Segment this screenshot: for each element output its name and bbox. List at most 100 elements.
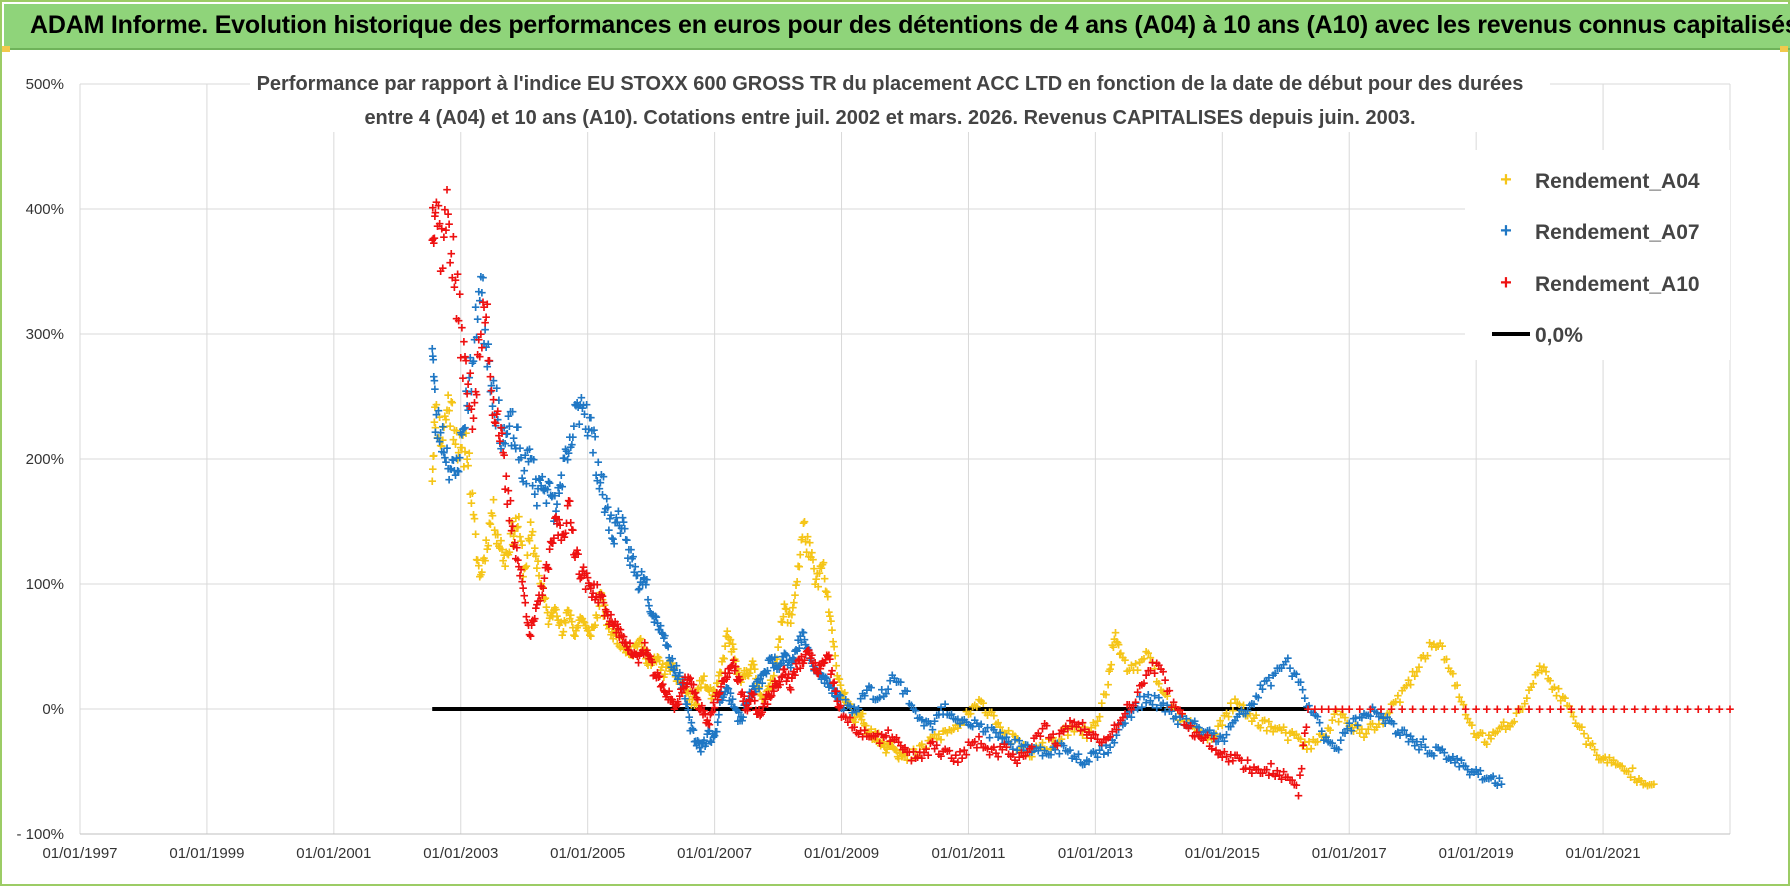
data-point-a07: + [1465,766,1474,783]
data-point-a10: + [819,655,828,672]
data-point-a04: + [949,721,958,738]
data-point-a04: + [679,676,688,693]
data-point-a10: + [724,660,733,677]
data-point-a10: + [510,534,519,551]
data-point-a07: + [703,726,712,743]
data-point-a04: + [1119,649,1128,666]
data-point-a10: + [633,648,642,665]
data-point-a10: + [690,685,699,702]
data-point-a04: + [696,679,705,696]
data-point-a04: + [1248,713,1257,730]
data-point-a04: + [559,623,568,640]
data-point-a07: + [1085,753,1094,770]
data-point-a04: + [1292,726,1301,743]
data-point-a07: + [1078,756,1087,773]
data-point-a07: + [863,682,872,699]
data-point-a04: + [621,645,630,662]
data-point-a07: + [899,685,908,702]
data-point-a04: + [694,680,703,697]
data-point-a10: + [1567,701,1576,718]
data-point-a07: + [1199,723,1208,740]
data-point-a10: + [1302,719,1311,736]
data-point-a04: + [1159,684,1168,701]
data-point-a07: + [1391,726,1400,743]
data-point-a07: + [945,707,954,724]
data-point-a07: + [689,722,698,739]
data-point-a04: + [801,534,810,551]
data-point-a07: + [877,681,886,698]
data-point-a04: + [701,679,710,696]
data-point-a10: + [647,651,656,668]
data-point-a07: + [1000,735,1009,752]
data-point-a07: + [755,680,764,697]
data-point-a07: + [710,727,719,744]
data-point-a07: + [625,541,634,558]
data-point-a04: + [461,444,470,461]
data-point-a10: + [671,698,680,715]
data-point-a04: + [558,627,567,644]
data-point-a10: + [441,202,450,219]
data-point-a04: + [713,675,722,692]
data-point-a10: + [635,647,644,664]
data-point-a04: + [543,604,552,621]
data-point-a04: + [1510,714,1519,731]
data-point-a04: + [645,651,654,668]
data-point-a07: + [473,311,482,328]
data-point-a10: + [726,659,735,676]
data-point-a10: + [621,634,630,651]
data-point-a07: + [615,518,624,535]
data-point-a04: + [562,604,571,621]
data-point-a07: + [438,419,447,436]
data-point-a07: + [775,661,784,678]
data-point-a10: + [515,558,524,575]
data-point-a10: + [658,676,667,693]
data-point-a04: + [630,638,639,655]
data-point-a04: + [794,558,803,575]
data-point-a07: + [1119,716,1128,733]
data-point-a10: + [519,580,528,597]
data-point-a07: + [572,398,581,415]
data-point-a07: + [1493,777,1502,794]
data-point-a04: + [779,608,788,625]
data-point-a10: + [1704,701,1713,718]
data-point-a04: + [1298,738,1307,755]
data-point-a04: + [811,576,820,593]
data-point-a04: + [1144,645,1153,662]
data-point-a07: + [1133,700,1142,717]
data-point-a10: + [592,588,601,605]
data-point-a10: + [812,663,821,680]
data-point-a04: + [943,725,952,742]
data-point-a04: + [1076,723,1085,740]
data-point-a04: + [702,680,711,697]
data-point-a10: + [785,679,794,696]
data-point-a07: + [579,397,588,414]
data-point-a10: + [693,692,702,709]
data-point-a07: + [1440,745,1449,762]
y-tick-label: 200% [26,451,64,468]
data-point-a07: + [1300,690,1309,707]
data-point-a04: + [996,719,1005,736]
x-tick-label: 01/01/2003 [423,845,498,862]
data-point-a10: + [740,688,749,705]
data-point-a10: + [561,525,570,542]
data-point-a07: + [1165,703,1174,720]
data-point-a04: + [576,609,585,626]
data-point-a10: + [452,311,461,328]
data-point-a04: + [885,737,894,754]
data-point-a07: + [566,439,575,456]
data-point-a04: + [585,627,594,644]
data-point-a10: + [538,587,547,604]
legend-marker-a07: + [1500,220,1512,242]
data-point-a04: + [474,558,483,575]
data-point-a10: + [585,578,594,595]
data-point-a04: + [1260,712,1269,729]
data-point-a07: + [939,706,948,723]
data-point-a04: + [432,396,441,413]
data-point-a04: + [1190,720,1199,737]
data-point-a04: + [918,736,927,753]
data-point-a04: + [920,741,929,758]
data-point-a10: + [801,646,810,663]
data-point-a04: + [636,630,645,647]
data-point-a07: + [1222,727,1231,744]
data-point-a07: + [786,660,795,677]
